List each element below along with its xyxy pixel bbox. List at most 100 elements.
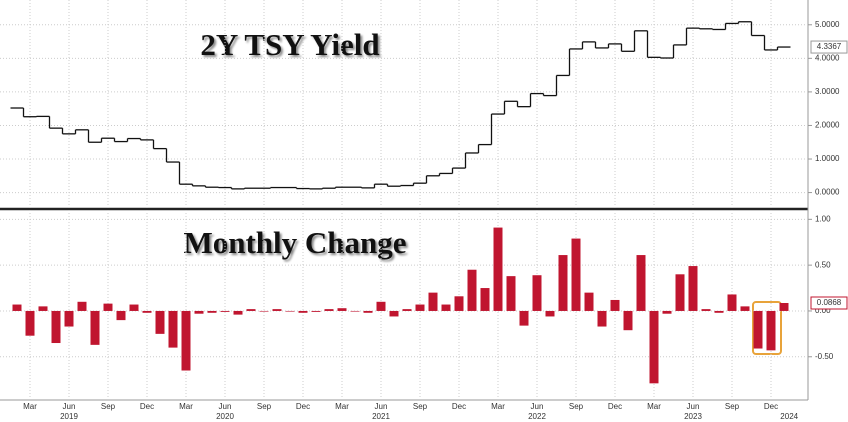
x-year-label: 2019 [60,412,78,421]
bar [675,274,685,311]
bar [116,310,126,321]
bar [298,310,308,313]
bar [610,299,620,311]
x-tick-label: Sep [569,402,584,411]
x-tick-label: Sep [413,402,428,411]
bar [779,303,789,311]
bar [64,310,74,327]
bar [259,310,269,312]
bar [402,309,412,311]
bar [389,310,399,317]
bar [285,310,295,312]
bar [363,310,373,313]
x-tick-label: Mar [335,402,349,411]
bar [558,255,568,311]
bar [649,310,659,384]
bar [415,304,425,311]
bar [272,309,282,311]
value-label-box [810,40,848,54]
bar [220,310,230,312]
bar [25,310,35,336]
x-tick-label: Dec [764,402,778,411]
bar [519,310,529,326]
bar [662,310,672,314]
x-year-label: 2023 [684,412,702,421]
bar [194,310,204,314]
bar [311,310,321,312]
bar [701,309,711,311]
bar [77,301,87,311]
bar [441,304,451,311]
x-tick-label: Jun [375,402,388,411]
y-tick-label: 0.50 [815,260,831,269]
x-tick-label: Dec [608,402,622,411]
x-tick-label: Jun [687,402,700,411]
y-tick-label: 5.0000 [815,20,840,29]
x-tick-label: Sep [725,402,740,411]
bar [207,310,217,313]
y-tick-label: -0.50 [815,352,834,361]
bar [428,292,438,311]
y-tick-label: 2.0000 [815,121,840,130]
y-tick-label: 0.00 [815,306,831,315]
bar [454,296,464,311]
bar [480,288,490,311]
x-tick-label: Jun [531,402,544,411]
chart-title: Monthly Change [183,225,406,260]
y-tick-label: 1.0000 [815,154,840,163]
bar [532,275,542,311]
y-tick-label: 4.0000 [815,53,840,62]
bar [12,304,22,311]
bar [103,303,113,311]
x-tick-label: Dec [452,402,466,411]
bar [467,269,477,311]
x-tick-label: Jun [219,402,232,411]
x-tick-label: Mar [179,402,193,411]
x-year-label: 2024 [780,412,798,421]
x-tick-label: Sep [257,402,272,411]
value-label: 4.3367 [817,42,842,51]
bar [506,276,516,311]
x-tick-label: Dec [140,402,154,411]
highlight-box [752,301,782,355]
bar [571,238,581,311]
x-tick-label: Mar [23,402,37,411]
bar [90,310,100,345]
y-tick-label: 3.0000 [815,87,840,96]
bar [545,310,555,317]
x-tick-label: Sep [101,402,116,411]
bar [168,310,178,348]
value-label-box [810,296,848,310]
x-year-label: 2022 [528,412,546,421]
value-label: 0.0868 [817,298,842,307]
bar [181,310,191,371]
y-tick-label: 1.00 [815,214,831,223]
x-tick-label: Jun [63,402,76,411]
x-tick-label: Mar [491,402,505,411]
bar [584,292,594,311]
bar [155,310,165,334]
bar [597,310,607,327]
bar [324,309,334,311]
bar [623,310,633,331]
bar [246,309,256,311]
x-year-label: 2020 [216,412,234,421]
bar [337,308,347,311]
bar [753,310,763,349]
bar [636,255,646,311]
bar [38,306,48,311]
bar [714,310,724,313]
y-tick-label: 0.0000 [815,188,840,197]
bar [688,266,698,311]
x-year-label: 2021 [372,412,390,421]
bar [493,227,503,311]
bar [142,310,152,313]
bar [766,310,776,351]
bar [350,310,360,312]
bar [129,304,139,311]
bar [233,310,243,315]
bar [727,294,737,311]
bar [376,301,386,311]
bar [51,310,61,344]
bar [740,306,750,311]
